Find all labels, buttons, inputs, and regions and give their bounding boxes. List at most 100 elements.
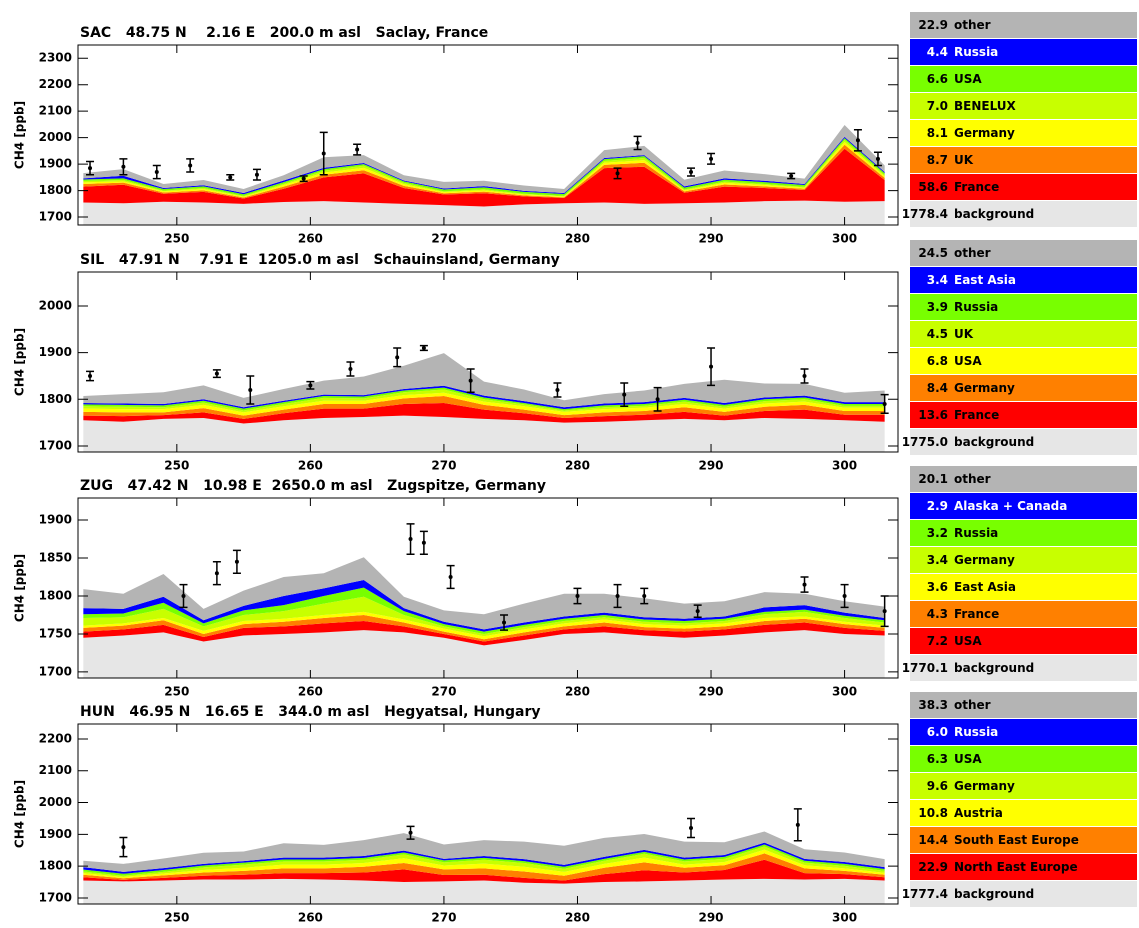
legend-label: East Asia	[954, 580, 1016, 594]
area-layer	[83, 614, 885, 642]
observation	[181, 593, 186, 598]
y-axis-label: CH4 [ppb]	[13, 101, 27, 169]
panel-title: SIL 47.91 N 7.91 E 1205.0 m asl Schauins…	[80, 252, 560, 268]
y-tick-label: 2200	[39, 731, 72, 745]
x-tick-label: 270	[431, 685, 456, 699]
y-tick-label: 1800	[39, 392, 72, 406]
observation	[688, 170, 693, 175]
legend-value: 9.6	[927, 779, 948, 793]
area-layer	[83, 144, 885, 199]
y-tick-label: 1700	[39, 210, 72, 224]
y-tick-label: 1850	[39, 551, 72, 565]
x-tick-label: 280	[565, 232, 590, 246]
x-tick-label: 260	[298, 232, 323, 246]
y-tick-label: 1700	[39, 890, 72, 904]
legend-label: North East Europe	[954, 860, 1078, 874]
y-tick-label: 1700	[39, 664, 72, 678]
observation	[308, 383, 313, 388]
legend-value: 3.4	[927, 273, 948, 287]
plot-frame	[77, 723, 899, 905]
legend-value: 6.6	[927, 72, 948, 86]
observation	[421, 540, 426, 545]
area-layer	[83, 148, 885, 207]
legend-swatch	[910, 719, 1137, 745]
x-tick-label: 260	[298, 911, 323, 925]
legend-value: 14.4	[918, 833, 948, 847]
legend-label: USA	[954, 634, 982, 648]
observation	[795, 822, 800, 827]
legend-label: other	[954, 18, 991, 32]
legend-swatch	[910, 12, 1137, 38]
legend-label: Russia	[954, 526, 998, 540]
observation	[615, 593, 620, 598]
legend-value: 2.9	[927, 499, 948, 513]
legend-swatch	[910, 429, 1137, 455]
y-tick-label: 2200	[39, 77, 72, 91]
y-tick-label: 1800	[39, 183, 72, 197]
observation	[214, 571, 219, 576]
legend-label: Russia	[954, 725, 998, 739]
legend-value: 38.3	[918, 698, 948, 712]
x-tick-label: 270	[431, 911, 456, 925]
legend-swatch	[910, 294, 1137, 320]
observation	[875, 156, 880, 161]
y-tick-label: 2000	[39, 795, 72, 809]
plot-frame	[77, 44, 899, 226]
legend-swatch	[910, 147, 1137, 173]
legend-value: 10.8	[918, 806, 948, 820]
legend-swatch	[910, 93, 1137, 119]
panel-title: ZUG 47.42 N 10.98 E 2650.0 m asl Zugspit…	[80, 478, 546, 494]
observation	[234, 559, 239, 564]
x-tick-label: 290	[698, 459, 723, 473]
x-tick-label: 260	[298, 685, 323, 699]
area-layer	[83, 853, 885, 881]
legend-swatch	[910, 692, 1137, 718]
observation	[642, 593, 647, 598]
legend-label: France	[954, 607, 999, 621]
legend-swatch	[910, 120, 1137, 146]
legend-label: Russia	[954, 45, 998, 59]
area-layer	[83, 587, 885, 634]
legend-swatch	[910, 493, 1137, 519]
x-tick-label: 280	[565, 459, 590, 473]
observation	[575, 593, 580, 598]
area-layer	[83, 392, 885, 416]
legend-swatch	[910, 800, 1137, 826]
x-tick-label: 270	[431, 232, 456, 246]
legend-label: East Asia	[954, 273, 1016, 287]
observation	[154, 170, 159, 175]
legend-swatch	[910, 574, 1137, 600]
observation	[709, 156, 714, 161]
legend-swatch	[910, 655, 1137, 681]
legend-swatch	[910, 267, 1137, 293]
y-axis-label: CH4 [ppb]	[13, 328, 27, 396]
y-tick-label: 2100	[39, 763, 72, 777]
legend-value: 1778.4	[902, 207, 948, 221]
legend-label: other	[954, 472, 991, 486]
area-layer	[83, 403, 885, 424]
legend-label: South East Europe	[954, 833, 1079, 847]
legend-label: Russia	[954, 300, 998, 314]
x-tick-label: 250	[164, 459, 189, 473]
observation	[228, 175, 233, 180]
legend-value: 1775.0	[902, 435, 948, 449]
observation	[842, 593, 847, 598]
area-layer	[83, 415, 885, 452]
area-layer	[83, 621, 885, 646]
y-tick-label: 1900	[39, 513, 72, 527]
legend-swatch	[910, 854, 1137, 880]
legend-value: 3.4	[927, 553, 948, 567]
legend-value: 3.6	[927, 580, 948, 594]
legend-value: 1777.4	[902, 887, 948, 901]
panel-title: HUN 46.95 N 16.65 E 344.0 m asl Hegyatsa…	[80, 704, 541, 720]
plot-frame	[77, 497, 899, 679]
y-axis-label: CH4 [ppb]	[13, 554, 27, 622]
legend-label: Germany	[954, 779, 1015, 793]
observation	[622, 392, 627, 397]
area-layer	[83, 596, 885, 637]
legend-value: 3.2	[927, 526, 948, 540]
x-tick-label: 300	[832, 911, 857, 925]
x-tick-label: 250	[164, 232, 189, 246]
legend-value: 13.6	[918, 408, 948, 422]
